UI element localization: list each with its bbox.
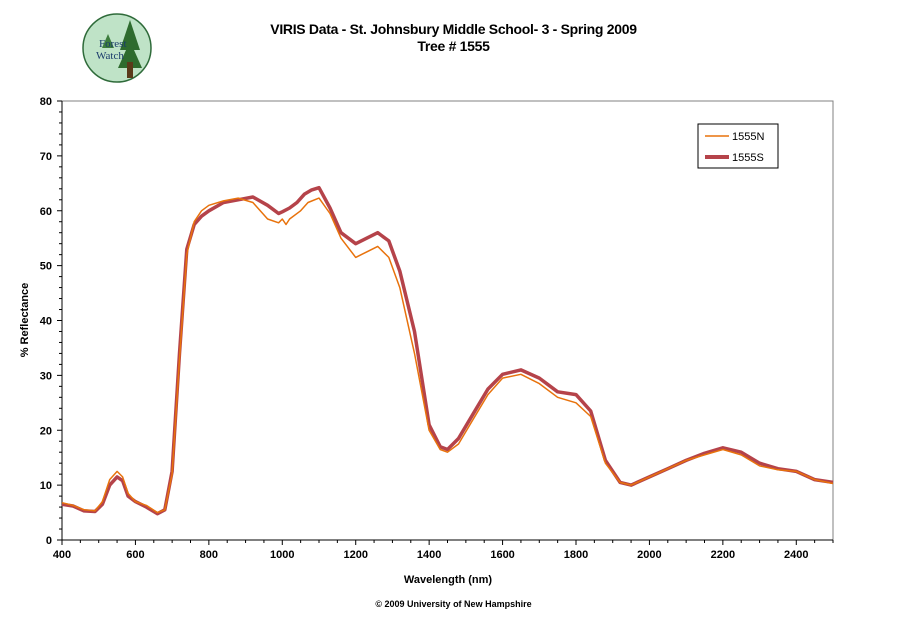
legend-label-1555N: 1555N	[732, 131, 764, 143]
x-tick-label: 400	[53, 549, 71, 561]
chart-subtitle: Tree # 1555	[417, 38, 490, 54]
y-tick-label: 60	[40, 206, 52, 218]
copyright-notice: © 2009 University of New Hampshire	[375, 599, 532, 609]
forest-watch-logo: Forest Watch	[82, 13, 152, 83]
x-axis-label: Wavelength (nm)	[404, 574, 493, 586]
y-tick-label: 50	[40, 261, 52, 273]
x-tick-label: 2400	[784, 549, 808, 561]
y-tick-label: 30	[40, 370, 52, 382]
series-line-1555N	[61, 197, 834, 514]
y-tick-label: 10	[40, 480, 52, 492]
x-tick-label: 2200	[711, 549, 735, 561]
x-tick-label: 1400	[417, 549, 441, 561]
chart-title: VIRIS Data - St. Johnsbury Middle School…	[270, 21, 637, 37]
legend: 1555N 1555S	[697, 123, 779, 169]
y-tick-label: 0	[46, 535, 52, 547]
y-tick-label: 70	[40, 151, 52, 163]
x-tick-label: 1600	[490, 549, 514, 561]
y-tick-label: 80	[40, 96, 52, 108]
logo-text-top: Forest	[99, 38, 127, 50]
x-tick-label: 1000	[270, 549, 294, 561]
y-axis-label: % Reflectance	[19, 283, 31, 358]
plot-area	[61, 100, 834, 541]
x-tick-label: 2000	[637, 549, 661, 561]
y-tick-label: 20	[40, 425, 52, 437]
logo-text-bottom: Watch	[96, 50, 124, 62]
x-tick-label: 1200	[343, 549, 367, 561]
legend-box	[697, 123, 779, 169]
x-tick-label: 800	[200, 549, 218, 561]
x-tick-label: 600	[126, 549, 144, 561]
legend-label-1555S: 1555S	[732, 152, 764, 164]
y-tick-label: 40	[40, 316, 52, 328]
x-tick-label: 1800	[564, 549, 588, 561]
